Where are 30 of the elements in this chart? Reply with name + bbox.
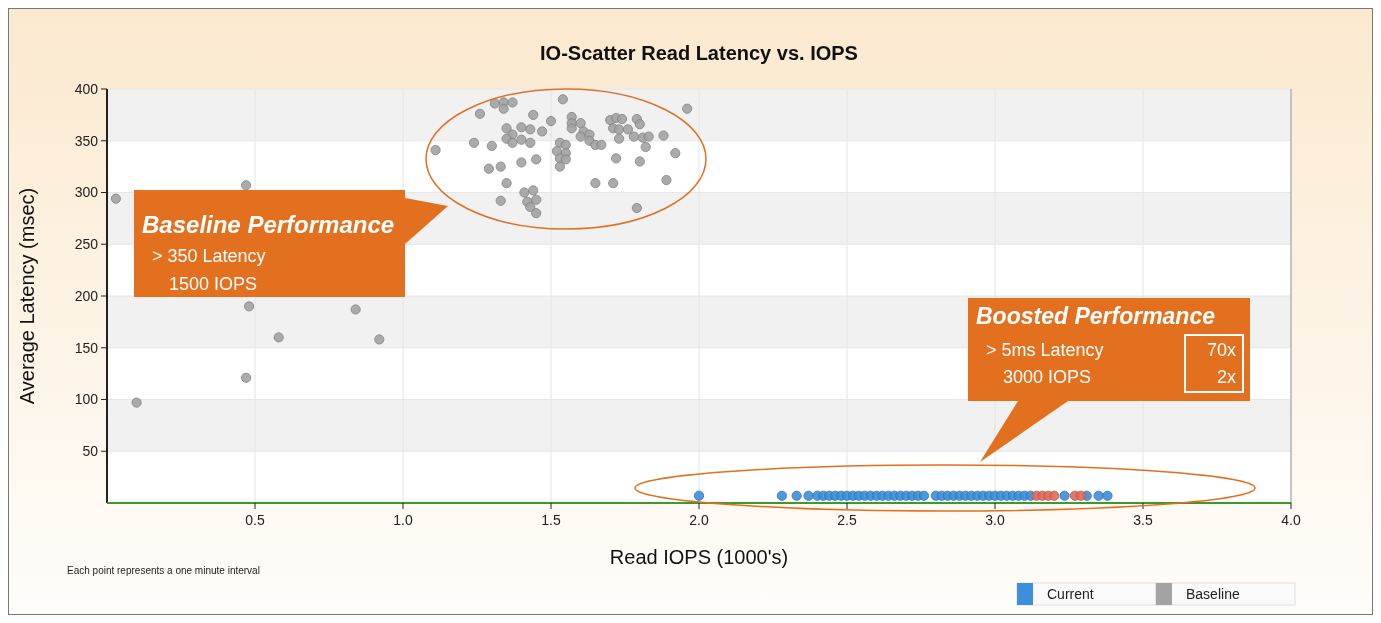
x-tick-label: 2.0: [689, 512, 709, 528]
y-tick-label: 100: [74, 391, 99, 408]
x-tick-label: 1.5: [541, 512, 561, 528]
x-axis-title: Read IOPS (1000's): [609, 546, 789, 568]
legend-label: Baseline: [1186, 586, 1240, 602]
annotation: Boosted Performance: [976, 303, 1216, 329]
y-axis-title: Average Latency (msec): [16, 187, 38, 405]
x-tick-label: 1.0: [393, 512, 413, 528]
annotation: Baseline Performance: [142, 211, 395, 238]
y-tick-label: 200: [74, 287, 99, 304]
annotation: > 5ms Latency: [986, 340, 1104, 360]
y-tick-label: 300: [74, 184, 99, 201]
y-tick-label: 50: [82, 443, 99, 460]
legend-label: Current: [1047, 586, 1094, 602]
text: Each point represents a one minute interval: [67, 565, 260, 576]
annotation: 70x: [1206, 340, 1236, 360]
x-tick-label: 2.5: [837, 512, 857, 528]
annotation: > 350 Latency: [152, 246, 266, 266]
x-tick-label: 3.5: [1133, 512, 1153, 528]
y-tick-label: 150: [74, 339, 99, 356]
x-tick-label: 0.5: [245, 512, 265, 528]
y-tick-label: 350: [74, 132, 99, 149]
annotation: 3000 IOPS: [1003, 367, 1092, 387]
y-tick-label: 400: [74, 80, 99, 97]
x-tick-label: 4.0: [1281, 512, 1301, 528]
chart-title: IO-Scatter Read Latency vs. IOPS: [540, 42, 858, 64]
y-tick-label: 250: [74, 236, 99, 253]
annotation: 2x: [1216, 367, 1236, 387]
x-tick-label: 3.0: [985, 512, 1005, 528]
annotation: 1500 IOPS: [169, 274, 258, 294]
